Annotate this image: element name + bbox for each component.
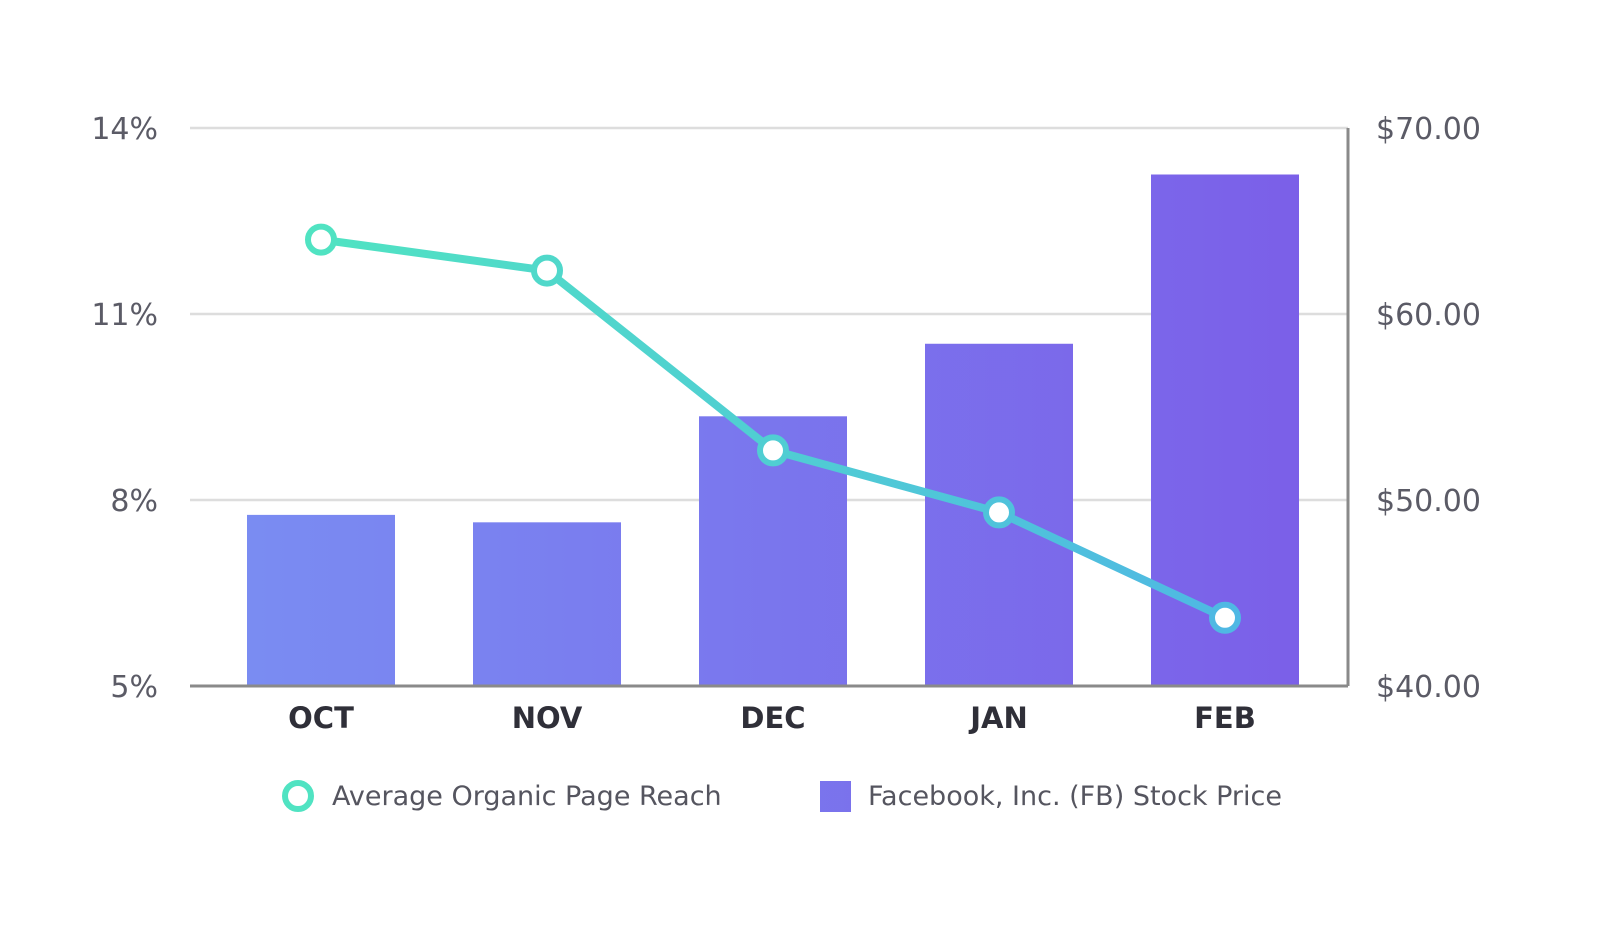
reach-point-jan — [983, 496, 1015, 529]
left-axis-tick-label: 8% — [110, 484, 158, 519]
line-layer — [305, 223, 1241, 634]
right-axis-tick-label: $60.00 — [1376, 298, 1481, 333]
bar-oct — [247, 514, 395, 686]
legend-label-reach: Average Organic Page Reach — [332, 781, 722, 812]
legend: Average Organic Page Reach Facebook, Inc.… — [282, 780, 1282, 812]
legend-label-stock: Facebook, Inc. (FB) Stock Price — [868, 781, 1282, 812]
right-axis-tick-label: $50.00 — [1376, 484, 1481, 519]
reach-point-oct — [305, 223, 337, 256]
right-axis-tick-label: $70.00 — [1376, 112, 1481, 147]
left-axis-tick-label: 14% — [91, 112, 158, 147]
reach-point-nov — [531, 254, 563, 287]
reach-point-feb — [1209, 601, 1241, 634]
axis-layer — [190, 128, 1350, 688]
left-axis-tick-label: 5% — [110, 670, 158, 705]
left-axis-tick-label: 11% — [91, 298, 158, 333]
reach-point-dec — [757, 434, 789, 467]
bar-feb — [1151, 174, 1299, 686]
category-label: NOV — [512, 701, 583, 735]
category-label: OCT — [288, 701, 354, 735]
category-label: DEC — [740, 701, 805, 735]
category-label: JAN — [968, 701, 1028, 735]
legend-circle-icon — [282, 780, 314, 812]
label-layer: 5% 8% 11% 14% $40.00 $50.00 $60.00 $70.00 OCT NOV… — [91, 112, 1481, 735]
category-label: FEB — [1194, 701, 1256, 735]
legend-square-icon — [820, 781, 851, 812]
bar-nov — [473, 522, 621, 686]
right-axis-tick-label: $40.00 — [1376, 670, 1481, 705]
